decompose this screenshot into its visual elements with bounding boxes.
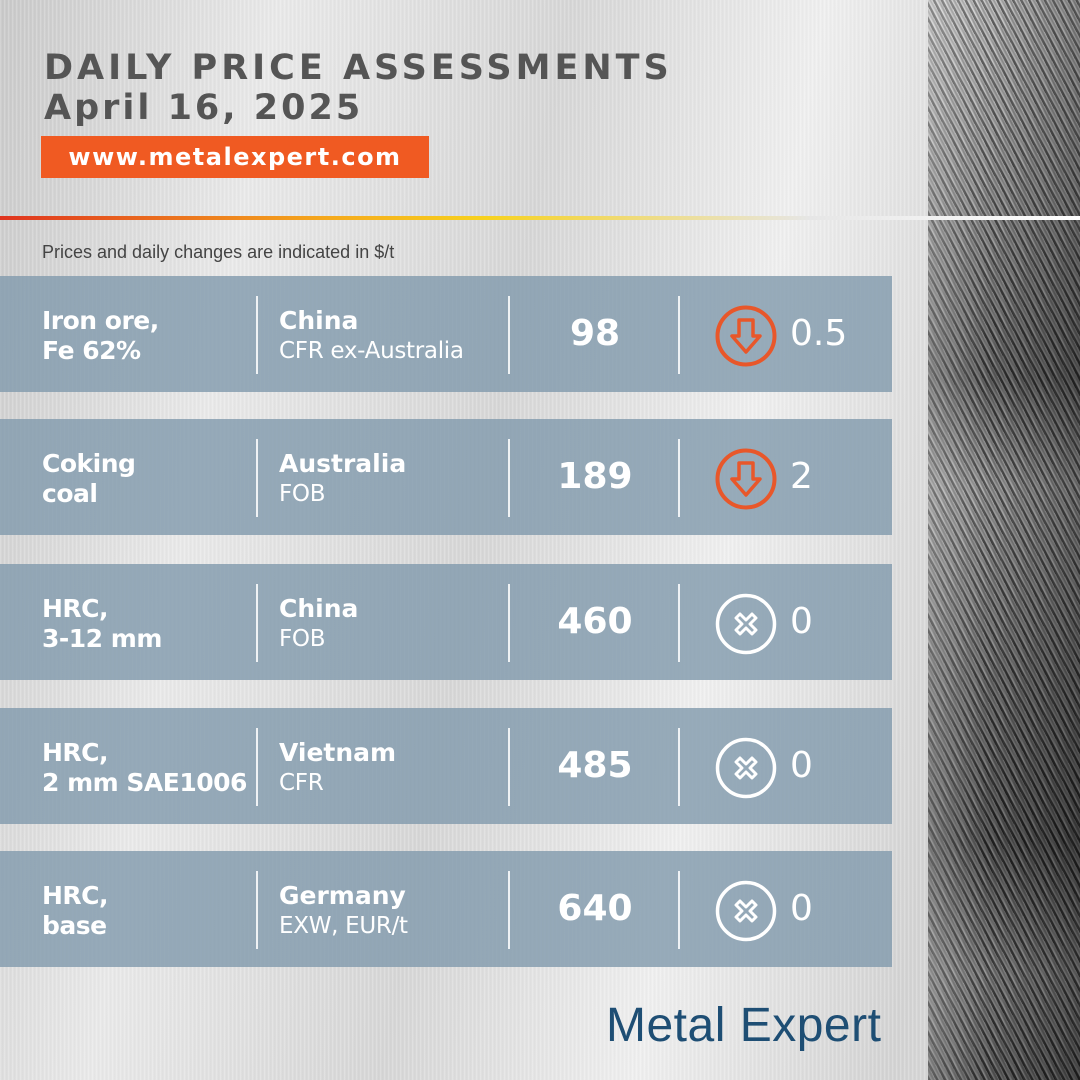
market-basis: FOB <box>279 481 326 507</box>
column-separator <box>256 871 258 949</box>
steel-wire-image <box>928 0 1080 1080</box>
product-line-2: 3-12 mm <box>42 624 162 653</box>
down-arrow-icon <box>715 305 777 367</box>
market: Vietnam CFR <box>279 738 499 798</box>
column-separator <box>678 584 680 662</box>
column-separator <box>508 584 510 662</box>
daily-change: 0 <box>790 888 813 929</box>
column-separator <box>678 728 680 806</box>
price-row-hrc-china: HRC, 3-12 mm China FOB 460 0 <box>0 564 892 680</box>
column-separator <box>678 296 680 374</box>
market: China CFR ex-Australia <box>279 306 499 366</box>
product-line-2: Fe 62% <box>42 336 141 365</box>
brand-logo: Metal Expert <box>606 999 882 1052</box>
market-basis: CFR <box>279 770 324 796</box>
daily-change: 2 <box>790 456 813 497</box>
website-link[interactable]: www.metalexpert.com <box>41 136 429 178</box>
market: China FOB <box>279 594 499 654</box>
product-line-1: HRC, <box>42 594 109 623</box>
daily-change: 0 <box>790 601 813 642</box>
column-separator <box>508 296 510 374</box>
no-change-icon <box>715 593 777 655</box>
price-row-hrc-vietnam: HRC, 2 mm SAE1006 Vietnam CFR 485 0 <box>0 708 892 824</box>
price-value: 640 <box>557 888 633 929</box>
market: Germany EXW, EUR/t <box>279 881 499 941</box>
daily-change: 0.5 <box>790 313 848 354</box>
price-value: 485 <box>557 745 633 786</box>
market: Australia FOB <box>279 449 499 509</box>
product-line-1: HRC, <box>42 738 109 767</box>
market-country: Vietnam <box>279 738 397 767</box>
column-separator <box>508 871 510 949</box>
product-line-2: 2 mm SAE1006 <box>42 768 247 797</box>
product-name: Coking coal <box>42 449 247 509</box>
price-row-coking-coal: Coking coal Australia FOB 189 2 <box>0 419 892 535</box>
product-name: HRC, 3-12 mm <box>42 594 247 654</box>
market-country: Australia <box>279 449 407 478</box>
column-separator <box>678 439 680 517</box>
market-basis: EXW, EUR/t <box>279 913 408 939</box>
market-country: China <box>279 306 359 335</box>
product-line-2: base <box>42 911 107 940</box>
market-basis: FOB <box>279 626 326 652</box>
date-label: April 16, 2025 <box>44 88 364 128</box>
product-line-1: Iron ore, <box>42 306 159 335</box>
column-separator <box>256 584 258 662</box>
no-change-icon <box>715 737 777 799</box>
market-country: China <box>279 594 359 623</box>
column-separator <box>256 439 258 517</box>
column-separator <box>508 728 510 806</box>
market-basis: CFR ex-Australia <box>279 338 464 364</box>
market-country: Germany <box>279 881 406 910</box>
price-value: 460 <box>557 601 633 642</box>
product-name: Iron ore, Fe 62% <box>42 306 247 366</box>
price-row-iron-ore: Iron ore, Fe 62% China CFR ex-Australia … <box>0 276 892 392</box>
product-line-1: Coking <box>42 449 136 478</box>
daily-change: 0 <box>790 745 813 786</box>
price-value: 98 <box>569 313 621 354</box>
down-arrow-icon <box>715 448 777 510</box>
no-change-icon <box>715 880 777 942</box>
product-line-1: HRC, <box>42 881 109 910</box>
units-note: Prices and daily changes are indicated i… <box>42 242 395 262</box>
column-separator <box>508 439 510 517</box>
price-row-hrc-germany: HRC, base Germany EXW, EUR/t 640 0 <box>0 851 892 967</box>
column-separator <box>678 871 680 949</box>
column-separator <box>256 296 258 374</box>
product-line-2: coal <box>42 479 98 508</box>
product-name: HRC, base <box>42 881 247 941</box>
price-value: 189 <box>557 456 633 497</box>
column-separator <box>256 728 258 806</box>
page-title: DAILY PRICE ASSESSMENTS <box>44 48 673 88</box>
product-name: HRC, 2 mm SAE1006 <box>42 738 247 798</box>
gradient-divider <box>0 216 1080 220</box>
